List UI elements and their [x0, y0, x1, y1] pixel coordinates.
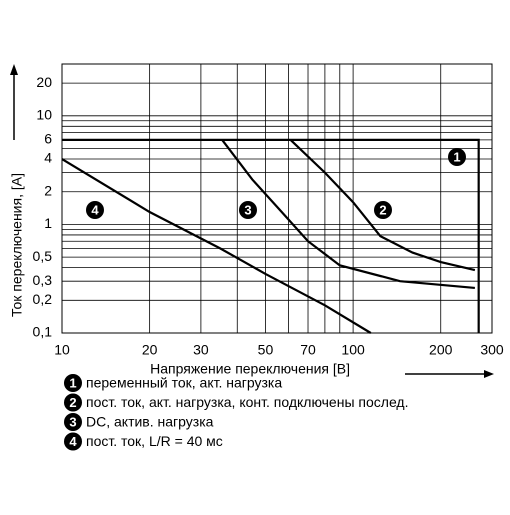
legend-text: пост. ток, L/R = 40 мс [86, 433, 223, 449]
legend-badge [64, 393, 82, 412]
y-tick-label: 4 [44, 150, 52, 166]
x-tick-label: 100 [341, 342, 365, 358]
legend-badge [64, 413, 82, 431]
legend-badge-label: 3 [69, 414, 76, 429]
x-tick-label: 20 [142, 342, 158, 358]
curve-badge [448, 148, 466, 166]
legend-text: пост. ток, акт. нагрузка, конт. подключе… [86, 394, 408, 410]
legend-text: DC, актив. нагрузка [86, 414, 214, 430]
curve-badge-label: 4 [91, 202, 99, 217]
y-tick-label: 0,5 [33, 248, 53, 264]
x-tick-label: 10 [54, 342, 70, 358]
y-tick-label: 2 [44, 182, 52, 198]
legend-badge-label: 2 [69, 395, 76, 410]
y-tick-label: 6 [44, 131, 52, 147]
curve [221, 139, 475, 290]
plot-frame [61, 63, 493, 334]
y-tick-label: 10 [36, 107, 52, 123]
y-axis-label: Ток переключения, [A] [9, 173, 25, 317]
legend-badge [64, 374, 82, 392]
curve-badge-label: 3 [244, 202, 251, 217]
x-arrow-head [484, 370, 494, 378]
y-tick-label: 20 [36, 74, 52, 90]
y-tick-label: 0,1 [33, 324, 53, 340]
y-tick-label: 1 [44, 215, 52, 231]
curve [61, 158, 372, 334]
x-tick-label: 30 [193, 342, 209, 358]
y-tick-label: 0,3 [33, 272, 53, 288]
x-axis-label: Напряжение переключения [B] [150, 361, 350, 377]
curve-badge-label: 1 [453, 149, 460, 164]
curve-badge [239, 201, 257, 219]
legend-badge [64, 432, 82, 451]
curve-badge [86, 201, 104, 219]
legend-text: переменный ток, акт. нагрузка [86, 375, 282, 391]
x-tick-label: 200 [429, 342, 453, 358]
x-tick-label: 70 [300, 342, 316, 358]
y-arrow-head [10, 64, 18, 75]
x-tick-label: 50 [258, 342, 274, 358]
curve-badge-label: 2 [379, 202, 386, 217]
legend-badge-label: 1 [69, 375, 76, 390]
curve [289, 139, 476, 272]
y-tick-label: 0,2 [33, 291, 53, 307]
legend-badge-label: 4 [69, 434, 77, 449]
curve [62, 138, 480, 333]
x-tick-label: 300 [480, 342, 504, 358]
curve-badge [374, 201, 392, 219]
